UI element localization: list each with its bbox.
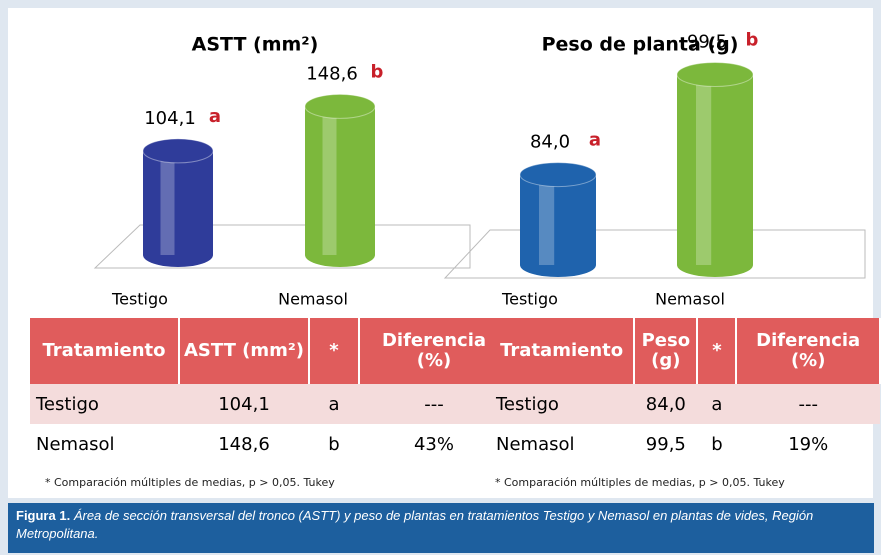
cell: Testigo (30, 384, 179, 424)
x-tick-label: Testigo (501, 290, 558, 309)
cell: 148,6 (218, 433, 270, 455)
table-note: * Comparación múltiples de medias, p > 0… (45, 476, 335, 489)
cylinder-top (304, 93, 376, 119)
floor (93, 224, 471, 269)
significance-label: b (746, 30, 759, 51)
value-label: 99,5 (687, 32, 727, 53)
cell: --- (736, 384, 880, 424)
row: Nemasol 99,5 b 19% (490, 424, 880, 464)
header-cell: * (309, 318, 360, 384)
bar (520, 174, 596, 265)
header-cell: Tratamiento (30, 318, 180, 384)
bar (143, 150, 213, 255)
bar-highlight (539, 174, 555, 265)
cell: b (711, 433, 723, 455)
cell: 19% (788, 433, 829, 455)
cell: b (328, 433, 340, 455)
cell: a (697, 384, 737, 424)
cell: 104,1 (179, 384, 309, 424)
x-tick-label: Nemasol (655, 290, 725, 309)
x-tick-label: Testigo (111, 290, 168, 309)
bar-highlight (322, 106, 337, 256)
table-note: * Comparación múltiples de medias, p > 0… (495, 476, 785, 489)
cell: 99,5 (645, 433, 686, 455)
row: Nemasol 148,6 b 43% (30, 424, 509, 464)
header-cell: Tratamiento (490, 318, 636, 384)
x-tick-label: Nemasol (278, 290, 348, 309)
bar (677, 74, 753, 265)
header-cell: Diferencia (%) (359, 318, 510, 384)
cylinder-top (519, 162, 597, 188)
caption-label: Figura 1. (16, 508, 71, 523)
floor (443, 229, 866, 279)
cylinder-top (676, 62, 754, 88)
header-cell: Diferencia (%) (736, 318, 881, 384)
table: Tratamiento Peso (g) * Diferencia (%) Testig… (490, 318, 881, 464)
chart-title: Peso de planta (g) (542, 34, 739, 56)
value-label: 84,0 (530, 132, 570, 153)
cell: a (309, 384, 359, 424)
cell: --- (359, 384, 509, 424)
charts: ASTT (mm²) 104,1 a Testigo 148,6 b Nemasol Peso… (93, 30, 866, 309)
cell: Nemasol (36, 433, 115, 455)
header-cell: * (697, 318, 738, 384)
cell: 43% (413, 433, 454, 455)
caption: Figura 1. Área de sección transversal de… (8, 503, 874, 553)
bar-highlight (696, 74, 712, 265)
cell: Nemasol (496, 433, 575, 455)
row: Testigo 84,0 a --- (490, 384, 880, 424)
significance-label: b (371, 61, 384, 82)
bar (305, 106, 375, 256)
row: Testigo 104,1 a --- (30, 384, 509, 424)
chart-title: ASTT (mm²) (192, 34, 319, 56)
cell: Testigo (490, 384, 635, 424)
table: Tratamiento ASTT (mm²) * Diferencia (%) Test… (30, 318, 510, 464)
caption-text: Área de sección transversal del tronco (… (16, 508, 814, 542)
cylinder-top (142, 138, 214, 164)
cell: 84,0 (634, 384, 698, 424)
bar-highlight (160, 150, 175, 255)
value-label: 104,1 (144, 108, 196, 129)
header-row: Tratamiento ASTT (mm²) * Diferencia (%) (30, 318, 510, 384)
header-row: Tratamiento Peso (g) * Diferencia (%) (490, 318, 881, 384)
value-label: 148,6 (306, 63, 358, 84)
header-cell: ASTT (mm²) (179, 318, 310, 384)
header-cell: Peso (g) (634, 318, 699, 384)
significance-label: a (209, 106, 221, 127)
significance-label: a (589, 130, 601, 151)
